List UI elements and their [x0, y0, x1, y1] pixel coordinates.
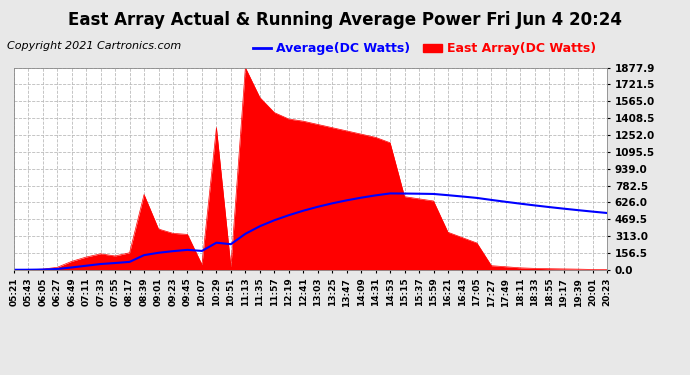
Text: Copyright 2021 Cartronics.com: Copyright 2021 Cartronics.com: [7, 41, 181, 51]
Text: East Array Actual & Running Average Power Fri Jun 4 20:24: East Array Actual & Running Average Powe…: [68, 11, 622, 29]
Legend: Average(DC Watts), East Array(DC Watts): Average(DC Watts), East Array(DC Watts): [248, 37, 601, 60]
